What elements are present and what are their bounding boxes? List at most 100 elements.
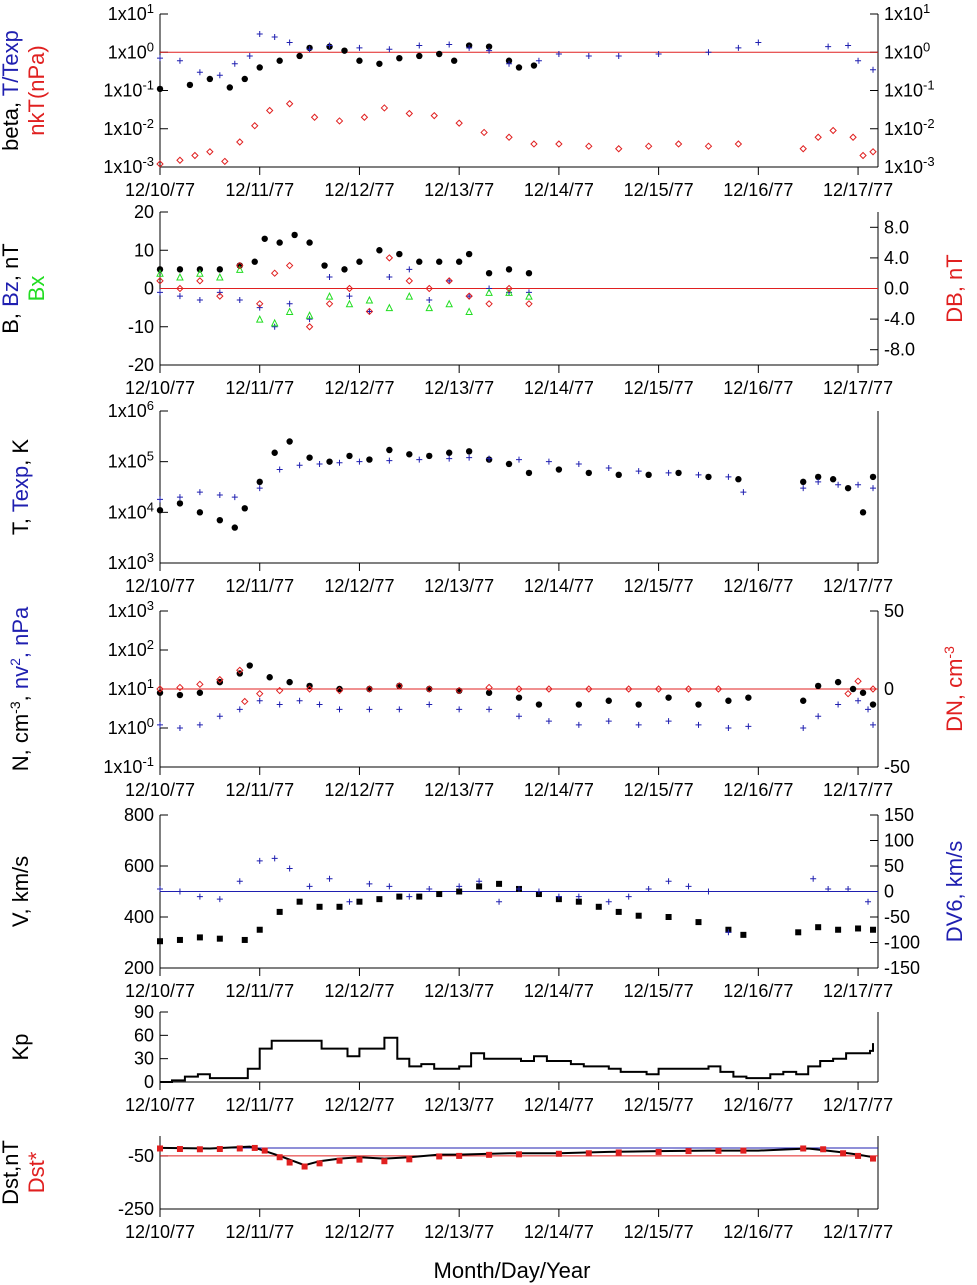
x-tick-label: 12/11/77: [225, 1222, 294, 1242]
point-v: [316, 903, 323, 910]
point-beta: [226, 84, 234, 91]
point-t: [705, 473, 712, 481]
point-texp: [486, 455, 493, 462]
point-bz: [176, 293, 183, 300]
point-ttexp: [216, 72, 223, 79]
point-dv6: [810, 875, 817, 882]
y-tick-label-right: 0.0: [884, 279, 909, 299]
point-b: [216, 266, 224, 273]
point-texp: [336, 459, 343, 466]
y-tick-label-right: -4.0: [884, 309, 915, 329]
point-b: [261, 235, 268, 242]
point-dst: [820, 1146, 827, 1153]
point-dn: [425, 685, 433, 693]
point-texp: [800, 485, 807, 492]
y-tick-label: 1x100: [108, 715, 154, 738]
point-texp: [870, 485, 877, 492]
point-dn: [305, 685, 314, 693]
y-tick-label: -250: [118, 1199, 154, 1219]
point-bx: [385, 303, 394, 312]
y-tick-label-right: 1x10-3: [884, 154, 935, 177]
point-n: [859, 689, 867, 696]
y-tick-label: 400: [124, 907, 154, 927]
y-axis-label: Bx: [24, 276, 49, 302]
point-nktnpa: [644, 142, 653, 150]
x-tick-label: 12/11/77: [225, 780, 294, 800]
point-t: [216, 516, 224, 524]
point-nv2: [157, 721, 163, 728]
point-bx: [270, 318, 279, 327]
point-ttexp: [855, 57, 862, 64]
x-tick-label: 12/12/77: [324, 378, 394, 398]
point-beta: [436, 50, 443, 58]
point-t: [555, 466, 563, 473]
y-tick-label: 1x10-1: [103, 78, 154, 101]
point-v: [256, 926, 263, 933]
y-axis-label: Dst*: [24, 1151, 49, 1193]
point-nktnpa: [455, 119, 463, 127]
point-dst: [286, 1159, 293, 1166]
y-axis-label: B, Bz, nT: [0, 243, 23, 334]
point-dv6: [326, 875, 333, 882]
point-v: [665, 914, 672, 920]
point-nv2: [486, 706, 493, 713]
point-texp: [725, 473, 732, 480]
point-beta: [505, 57, 513, 64]
point-dst: [486, 1151, 493, 1158]
x-tick-label: 12/12/77: [324, 576, 394, 596]
point-ttexp: [555, 51, 562, 58]
point-db: [505, 284, 513, 293]
point-dst: [585, 1150, 592, 1157]
point-b: [306, 239, 313, 246]
point-dst: [855, 1152, 862, 1159]
point-nktnpa: [360, 113, 369, 121]
x-tick-label: 12/13/77: [424, 1095, 494, 1115]
point-db: [285, 261, 294, 270]
point-b: [436, 258, 443, 265]
point-nktnpa: [505, 133, 513, 141]
x-tick-label: 12/15/77: [624, 981, 694, 1001]
point-dst: [840, 1150, 847, 1157]
y-tick-label-right: 50: [884, 601, 904, 621]
y-tick-label: -10: [128, 317, 154, 337]
point-dv6: [176, 888, 183, 895]
point-texp: [316, 460, 323, 467]
x-tick-label: 12/16/77: [723, 1095, 793, 1115]
point-b: [376, 247, 383, 254]
point-n: [575, 701, 583, 708]
point-bx: [196, 269, 204, 277]
point-t: [286, 438, 293, 445]
point-n: [695, 701, 702, 708]
x-tick-label: 12/11/77: [225, 576, 294, 596]
x-tick-label: 12/12/77: [324, 981, 394, 1001]
point-v: [296, 898, 303, 905]
point-nv2: [426, 701, 433, 708]
point-n: [286, 678, 293, 686]
point-nktnpa: [585, 142, 593, 150]
point-v: [276, 908, 283, 915]
x-tick-label: 12/14/77: [524, 180, 594, 200]
point-n: [605, 697, 612, 704]
point-nv2: [236, 706, 243, 713]
point-nv2: [366, 706, 373, 713]
x-tick-label: 12/14/77: [524, 576, 594, 596]
x-tick-label: 12/12/77: [324, 1222, 394, 1242]
point-dn: [176, 683, 184, 692]
point-nv2: [695, 721, 702, 728]
point-dv6: [535, 888, 542, 895]
point-v: [436, 891, 443, 898]
point-nktnpa: [555, 140, 563, 148]
point-v: [855, 925, 862, 932]
point-nktnpa: [251, 122, 259, 130]
point-db: [270, 269, 279, 277]
point-ttexp: [825, 43, 832, 50]
panel-3: 12/10/77 12/11/77 12/12/77 12/13/77 12/14/77…: [8, 398, 893, 596]
x-tick-label: 12/17/77: [823, 1095, 893, 1115]
point-t: [844, 484, 852, 492]
point-b: [276, 239, 283, 246]
point-dv6: [346, 898, 353, 905]
x-axis-label: Month/Day/Year: [434, 1258, 591, 1283]
x-tick-label: 12/12/77: [324, 180, 394, 200]
point-beta: [186, 81, 194, 89]
point-t: [735, 476, 742, 483]
